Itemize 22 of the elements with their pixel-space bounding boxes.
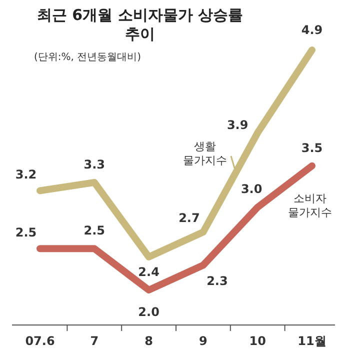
x-tick-label: 7 <box>90 334 99 348</box>
data-label: 2.3 <box>206 274 228 288</box>
series-label: 소비자 물가지수 <box>288 192 332 219</box>
x-tick-label: 07.6 <box>25 334 55 348</box>
data-label: 3.2 <box>15 168 37 182</box>
chart-title: 최근 6개월 소비자물가 상승률 추이 <box>36 6 244 43</box>
data-label: 2.0 <box>138 305 160 319</box>
series-label: 생활 물가지수 <box>183 140 227 167</box>
x-tick-label: 9 <box>199 334 208 348</box>
x-tick-label: 10 <box>249 334 266 348</box>
data-label: 2.5 <box>84 224 106 238</box>
data-label: 2.5 <box>15 226 37 240</box>
x-tick-label: 11월 <box>298 334 326 348</box>
data-label: 3.0 <box>240 182 262 196</box>
data-label: 4.9 <box>301 23 323 37</box>
data-label: 2.4 <box>138 264 160 279</box>
data-label: 3.5 <box>301 140 323 155</box>
data-label: 3.3 <box>84 157 106 172</box>
chart-subtitle: (단위:%, 전년동월대비) <box>34 52 142 63</box>
data-label: 3.9 <box>226 118 248 132</box>
data-label: 2.7 <box>178 211 200 226</box>
x-tick-label: 8 <box>144 334 153 348</box>
